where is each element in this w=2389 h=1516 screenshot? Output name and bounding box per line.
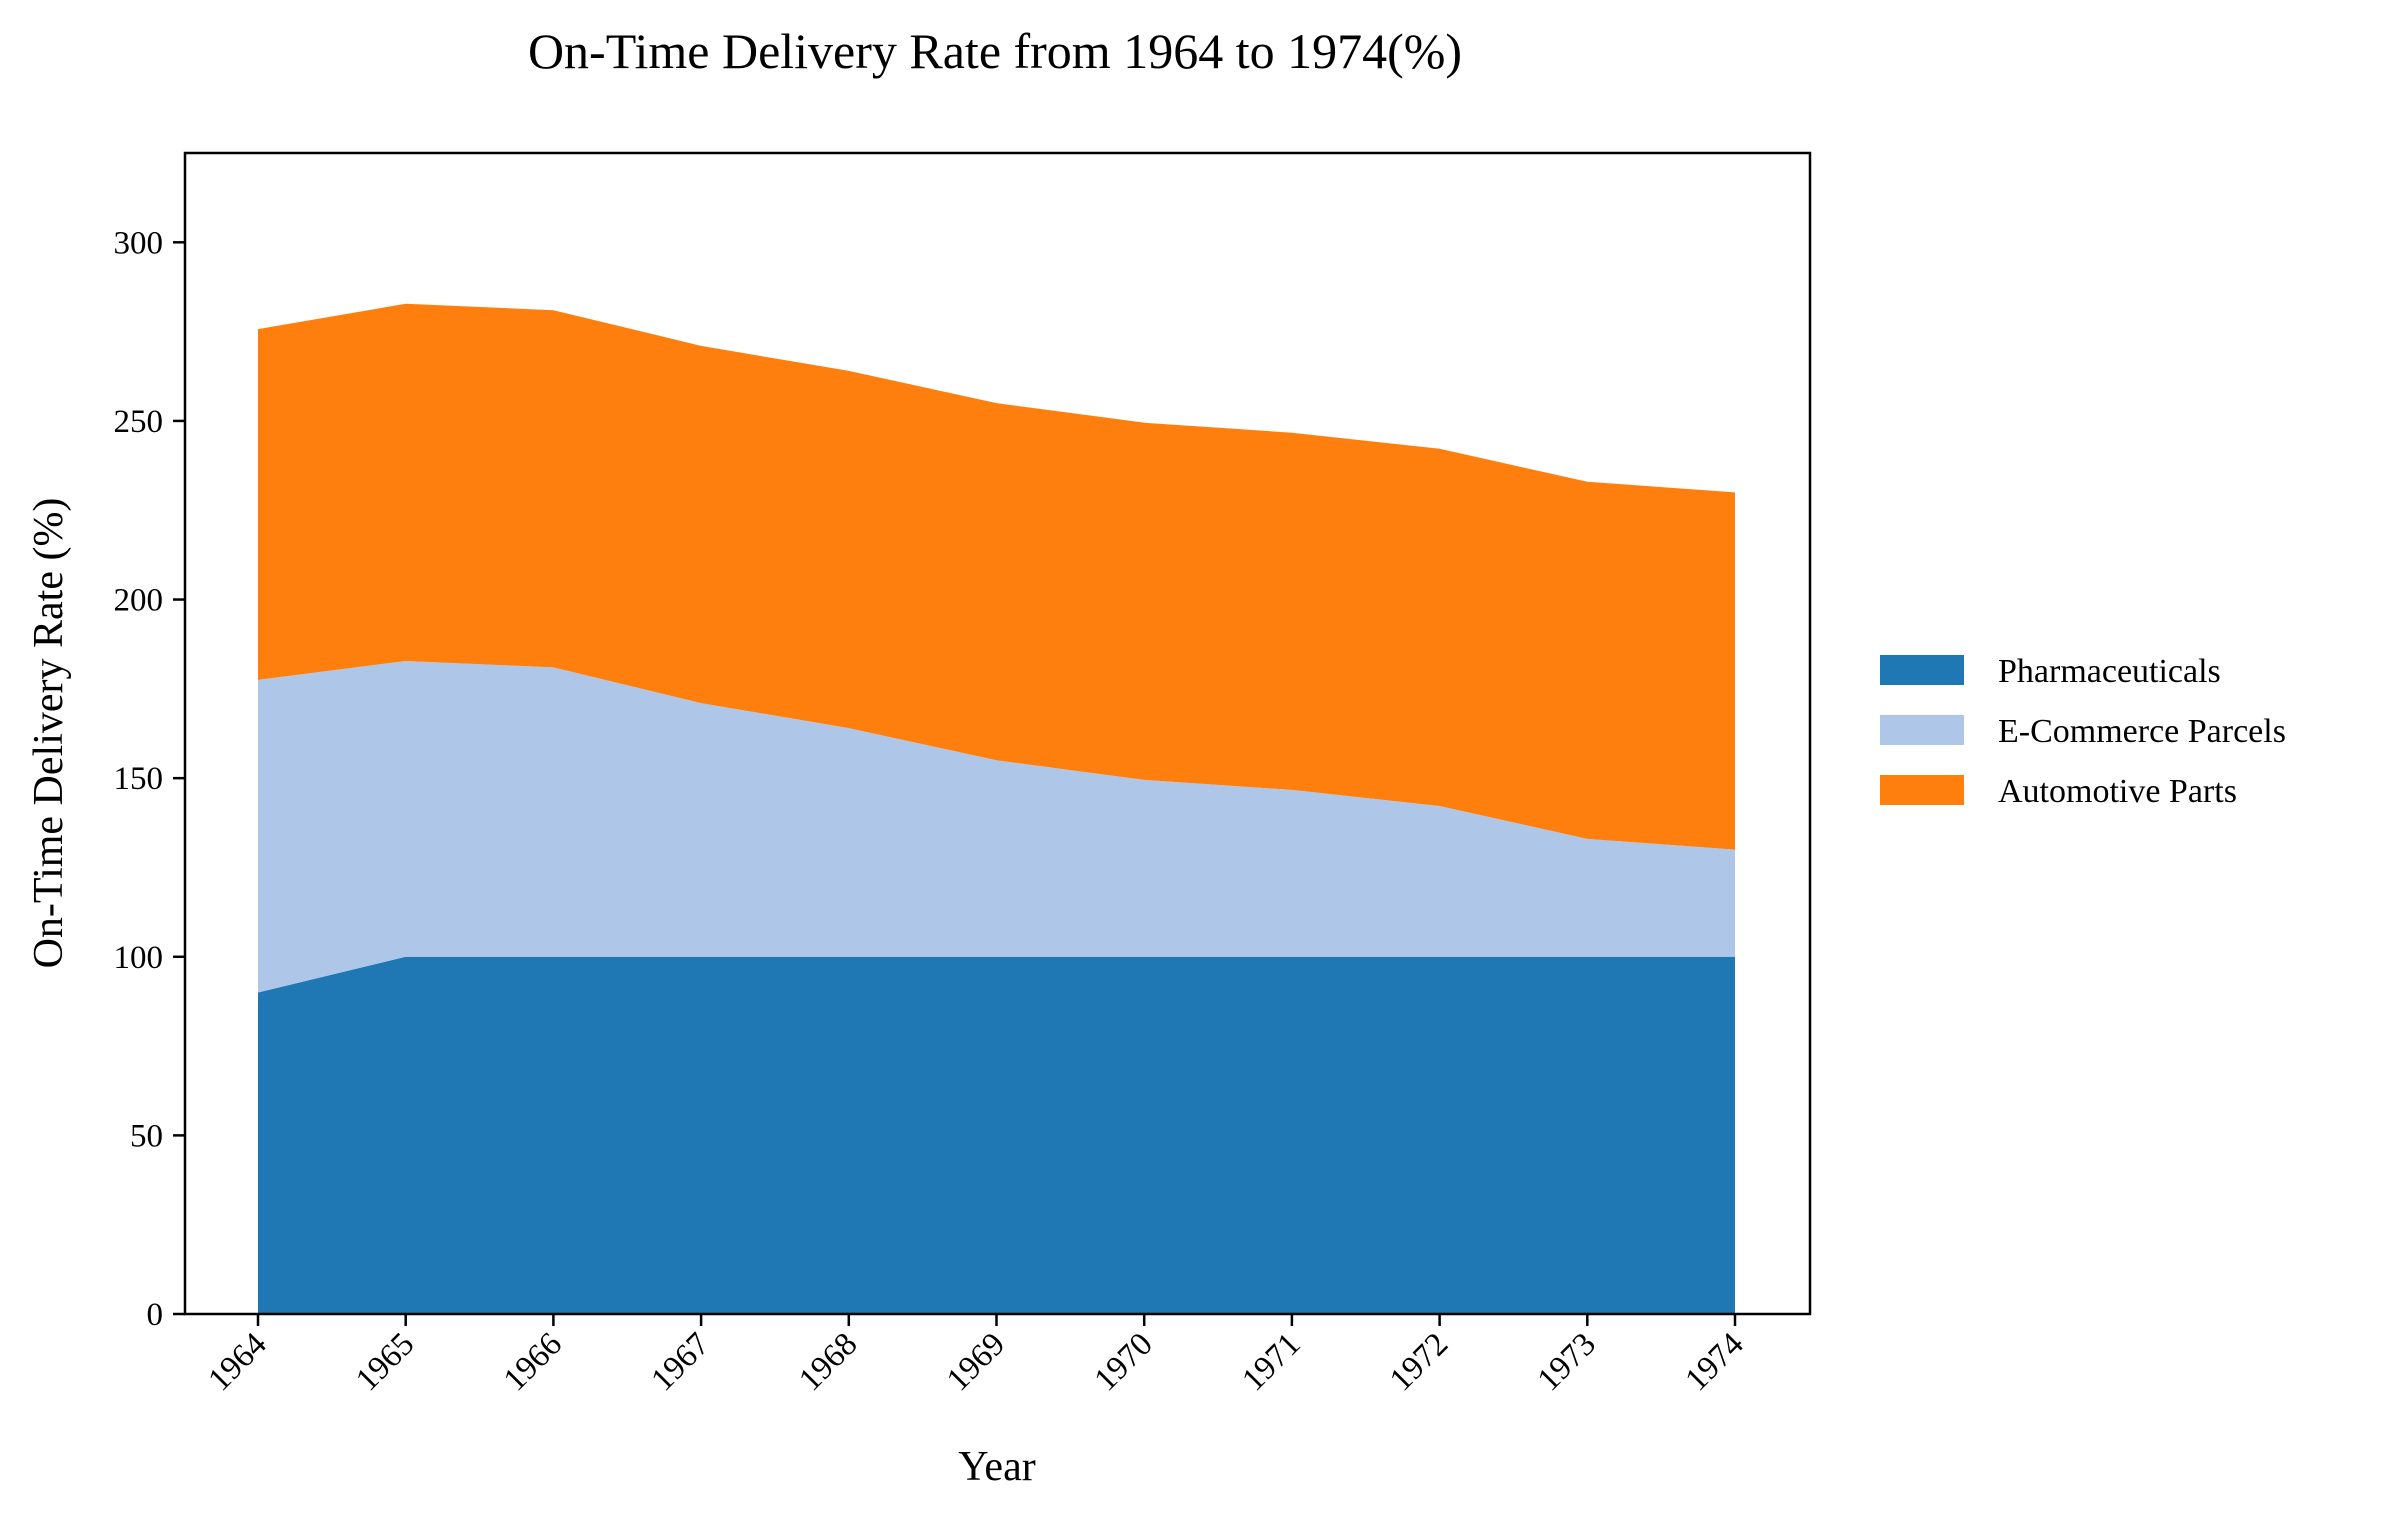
legend-swatch-e-commerce-parcels (1880, 715, 1964, 745)
legend-label-e-commerce-parcels: E-Commerce Parcels (1998, 713, 2286, 750)
x-tick-label: 1973 (1531, 1326, 1603, 1398)
legend-label-automotive-parts: Automotive Parts (1998, 773, 2237, 810)
x-tick-label: 1966 (497, 1326, 569, 1398)
y-tick-label: 150 (114, 761, 164, 797)
legend: Pharmaceuticals E-Commerce Parcels Automot… (1880, 653, 2286, 810)
x-tick-label: 1967 (645, 1326, 717, 1398)
x-tick-label: 1970 (1088, 1326, 1160, 1398)
area-e-commerce-parcels (258, 661, 1735, 993)
area-automotive-parts (258, 303, 1735, 850)
y-tick-label: 50 (130, 1118, 163, 1154)
x-axis-label: Year (958, 1444, 1035, 1490)
chart-title: On-Time Delivery Rate from 1964 to 1974(… (528, 23, 1462, 79)
y-tick-label: 200 (114, 583, 164, 619)
x-tick-label: 1969 (940, 1326, 1012, 1398)
y-tick-label: 0 (147, 1297, 164, 1333)
x-tick-label: 1965 (349, 1326, 421, 1398)
x-tick-label: 1964 (202, 1326, 274, 1398)
legend-swatch-pharmaceuticals (1880, 655, 1964, 685)
legend-swatch-automotive-parts (1880, 775, 1964, 805)
x-tick-label: 1968 (792, 1326, 864, 1398)
legend-label-pharmaceuticals: Pharmaceuticals (1998, 653, 2221, 690)
x-tick-label: 1972 (1383, 1326, 1455, 1398)
x-tick-label: 1971 (1235, 1326, 1307, 1398)
y-tick-label: 100 (114, 940, 164, 976)
y-tick-label: 250 (114, 404, 164, 440)
y-axis-label: On-Time Delivery Rate (%) (26, 498, 72, 969)
x-tick-label: 1974 (1679, 1326, 1751, 1398)
x-axis: 1964 1965 1966 1967 1968 1969 1970 1971 1972 1973… (202, 1314, 1751, 1398)
y-tick-label: 300 (114, 225, 164, 261)
area-layer (258, 303, 1735, 1314)
y-axis: 0 50 100 150 200 250 300 (114, 225, 185, 1333)
area-pharmaceuticals (258, 956, 1735, 1314)
